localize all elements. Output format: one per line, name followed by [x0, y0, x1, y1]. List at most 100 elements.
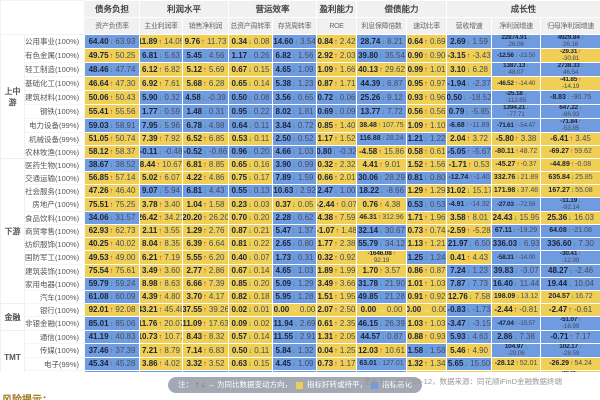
down-arrow-icon: ↓	[109, 120, 114, 130]
table-row: 上中游公用事业(100%)64.40↓63.9311.89↑14.059.76↑…	[0, 34, 600, 159]
metric-cell: -3.47 ↓ -3.15	[446, 316, 493, 331]
down-arrow-icon: ↓	[570, 187, 575, 194]
metric-cell: 0.85 ↓ 0.20	[228, 277, 274, 291]
up-arrow-icon: ↑	[335, 226, 340, 235]
metric-column-header: 销售净利润	[181, 17, 230, 35]
down-arrow-icon: ↓	[516, 293, 520, 300]
metric-cell: 0.70 ↓ 0.20	[228, 211, 274, 225]
metric-cell: 44.39 ↓ 6.87	[356, 76, 408, 91]
metric-cell: 5.45 ↓ 4.56	[181, 48, 230, 63]
down-arrow-icon: ↓	[248, 64, 252, 74]
metric-cell: 61.08 ↓ 60.09	[84, 290, 140, 304]
metric-cell: 0.86 ↑ 0.87	[406, 264, 448, 278]
metric-cell: 2.69 ↓ 1.59	[446, 34, 493, 49]
metric-cell: -5.80 ↑ 3.38	[491, 132, 542, 146]
down-arrow-icon: ↓	[109, 64, 114, 74]
metric-cell: 46.31 ↑ 312.96	[356, 211, 408, 225]
metric-cell: -8.83 ↓ -90.75	[540, 90, 600, 105]
down-arrow-icon: ↓	[516, 174, 520, 181]
metric-cell: -2.44 ↑ 0.07	[316, 197, 358, 212]
metric-cell: 16.40 ↓ 11.44	[491, 277, 542, 291]
table-row: 食品饮料(100%)34.06↓31.5726.42↑34.2120.20↑26…	[1, 211, 600, 225]
down-arrow-icon: ↓	[380, 186, 384, 195]
metric-cell: 3.56 ↓ 0.65	[272, 90, 318, 105]
up-arrow-icon: ↑	[158, 266, 163, 275]
metric-cell: 5.93 ↓ 4.63	[446, 330, 493, 344]
down-arrow-icon: ↓	[294, 318, 298, 328]
up-arrow-icon: ↑	[515, 360, 519, 367]
clipped-risk-text: 风险提示：	[2, 391, 52, 400]
down-arrow-icon: ↓	[566, 93, 571, 101]
down-arrow-icon: ↓	[248, 160, 252, 169]
metric-cell: 0.95 ↓ 0.22	[228, 104, 274, 119]
up-arrow-icon: ↑	[514, 134, 519, 143]
down-arrow-icon: ↓	[381, 106, 386, 116]
down-arrow-icon: ↓	[514, 200, 518, 208]
metric-cell: 4.65 ↓ 1.03	[272, 264, 318, 278]
metric-cell: 4.45 ↓ 1.09	[272, 357, 318, 371]
down-arrow-icon: ↓	[248, 134, 253, 143]
down-arrow-icon: ↓	[158, 147, 163, 156]
metric-cell: 116.88 ↓ 28.24	[356, 132, 408, 146]
up-arrow-icon: ↑	[203, 239, 207, 248]
up-arrow-icon: ↑	[334, 305, 338, 314]
metric-cell: 1.32 ↑ 1.34	[406, 357, 448, 371]
metric-cell: 0.00 → 0.00	[356, 303, 408, 317]
metric-cell: 19.44 ↓ 10.04	[540, 277, 600, 291]
metric-cell: -80.11 ↑ 48.72	[491, 145, 542, 159]
metric-cell: 7.39 ↑ 7.92	[139, 132, 183, 146]
metric-cell: -4.91 ↓ -14.32	[446, 197, 493, 212]
metric-cell: 1.09 ↑ 1.10	[406, 118, 448, 133]
metric-cell: 0.76 ↑ 4.38	[356, 197, 408, 212]
metric-cell: 14.60 ↓ 3.54	[272, 34, 318, 49]
down-arrow-icon: ↓	[292, 120, 296, 130]
up-arrow-icon: ↑	[424, 226, 428, 235]
metric-cell: 8.04 ↑ 8.35	[139, 237, 183, 251]
metric-cell: 0.93 ↑ 0.96	[406, 90, 448, 105]
down-arrow-icon: ↓	[248, 318, 252, 328]
metric-cell: 1.21 ↓ 1.22	[406, 132, 448, 146]
down-arrow-icon: ↓	[379, 50, 383, 60]
down-arrow-icon: ↓	[578, 198, 581, 204]
up-arrow-icon: ↑	[578, 251, 582, 257]
up-arrow-icon: ↑	[424, 160, 428, 169]
metric-cell: -6.68 ↑ -11.89	[446, 118, 493, 133]
up-arrow-icon: ↑	[334, 213, 338, 222]
up-arrow-icon: ↑	[158, 318, 163, 328]
table-row: 房地产(100%) 75.51 ↑ 75.25 3.78 ↑ 3.40 1.04 ↑ 1.58 0.…	[1, 197, 600, 212]
metric-cell: 4.66 ↓ 1.03	[272, 145, 318, 159]
down-arrow-icon: ↓	[158, 50, 163, 60]
metric-cell: 0.23 ↓ 0.03	[228, 197, 274, 212]
up-arrow-icon: ↑	[203, 252, 207, 262]
up-arrow-icon: ↑	[109, 199, 114, 209]
metric-cell: 0.75 ↓ 0.17	[228, 171, 274, 185]
industry-name: 纺织服饰(100%)	[24, 237, 85, 251]
up-arrow-icon: ↑	[203, 199, 207, 209]
metric-cell: 198.09 ↓ 13.12	[491, 290, 542, 304]
metric-cell: 647.22 ↓ -86.93	[540, 104, 600, 119]
metric-cell: 1.71 ↑ 1.96	[406, 211, 448, 225]
metric-cell: 0.55 ↓ 0.13	[228, 184, 274, 198]
table-row: 钢铁(100%) 55.41 ↑ 55.56 1.77 ↓ 0.59 1.48 ↓ 0.31 0.9…	[1, 104, 600, 119]
metric-cell: 0.67 ↓ 0.14	[228, 264, 274, 278]
down-arrow-icon: ↓	[377, 360, 382, 367]
metric-cell: -29.31 ↑ -30.81	[540, 48, 600, 63]
industry-metrics-table: 债务负担 利润水平 营运效率 盈利能力 偿债能力 成长性 资产负债率 主业利润率 销售净利润总…	[0, 0, 600, 385]
up-arrow-icon: ↑	[203, 173, 207, 182]
metric-cell: 41.19 ↓ 40.83	[84, 330, 140, 344]
metric-cell: -71.61 ↑ -54.47	[491, 118, 542, 133]
up-arrow-icon: ↑	[570, 360, 574, 367]
table-row: 金融银行(100%)92.01↑92.0843.21↑45.4837.55↑39…	[0, 303, 600, 331]
down-arrow-icon: ↓	[334, 106, 338, 116]
metric-column-header: 速动比率	[406, 17, 448, 35]
down-arrow-icon: ↓	[465, 106, 470, 116]
down-arrow-icon: ↓	[334, 186, 338, 195]
up-arrow-icon: ↑	[424, 64, 428, 74]
up-arrow-icon: ↑	[335, 199, 340, 209]
metric-cell: 0.85 ↑ 1.40	[316, 118, 358, 133]
down-arrow-icon: ↓	[248, 106, 252, 116]
metric-cell: -51.07 ↑ -16.99	[540, 316, 600, 331]
down-arrow-icon: ↓	[568, 213, 572, 222]
metric-cell: 43.21↑45.48	[139, 303, 183, 317]
down-arrow-icon: ↓	[109, 279, 114, 288]
